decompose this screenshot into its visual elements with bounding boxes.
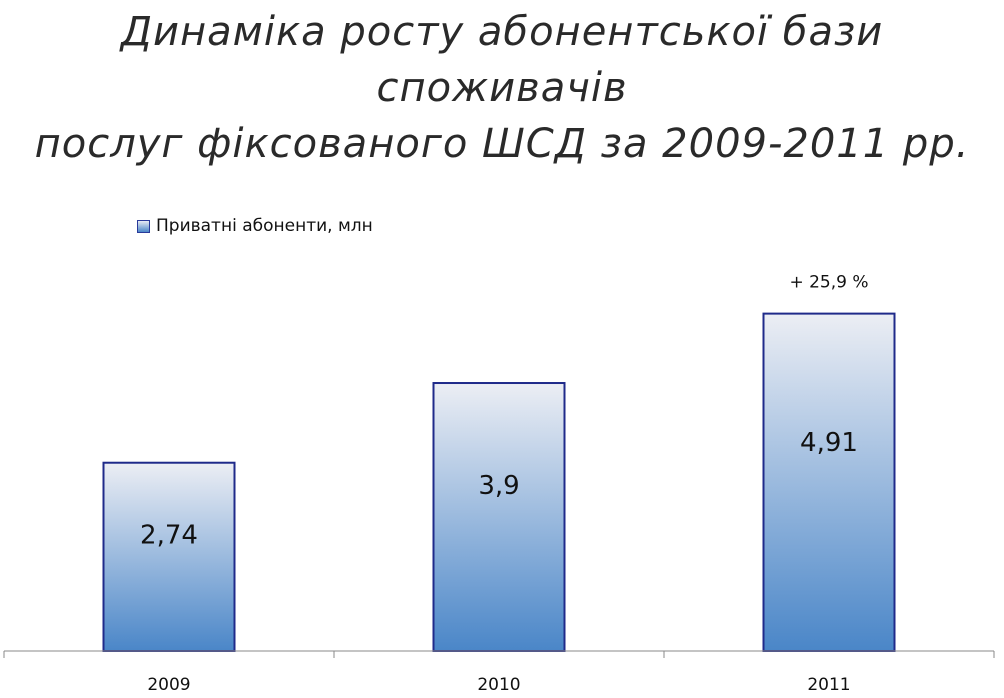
chart-title: Динаміка росту абонентської бази спожива…	[0, 4, 1004, 172]
data-label-2010: 3,9	[478, 471, 519, 501]
bar-2011	[762, 312, 896, 652]
legend-swatch	[137, 219, 150, 233]
x-tick-label-2009: 2009	[147, 675, 190, 695]
growth-annotation: + 25,9 %	[789, 273, 868, 293]
bar-2009	[102, 461, 236, 653]
x-tick-label-2011: 2011	[807, 675, 850, 695]
bar-2010	[432, 382, 566, 652]
chart-title-line-1: Динаміка росту абонентської бази спожива…	[120, 9, 884, 111]
legend-label: Приватні абоненти, млн	[156, 216, 373, 236]
legend: Приватні абоненти, млн	[137, 216, 373, 236]
chart-title-line-2: послуг фіксованого ШСД за 2009-2011 рр.	[34, 121, 970, 167]
x-tick-label-2010: 2010	[477, 675, 520, 695]
data-label-2011: 4,91	[800, 428, 858, 458]
data-label-2009: 2,74	[140, 520, 198, 550]
